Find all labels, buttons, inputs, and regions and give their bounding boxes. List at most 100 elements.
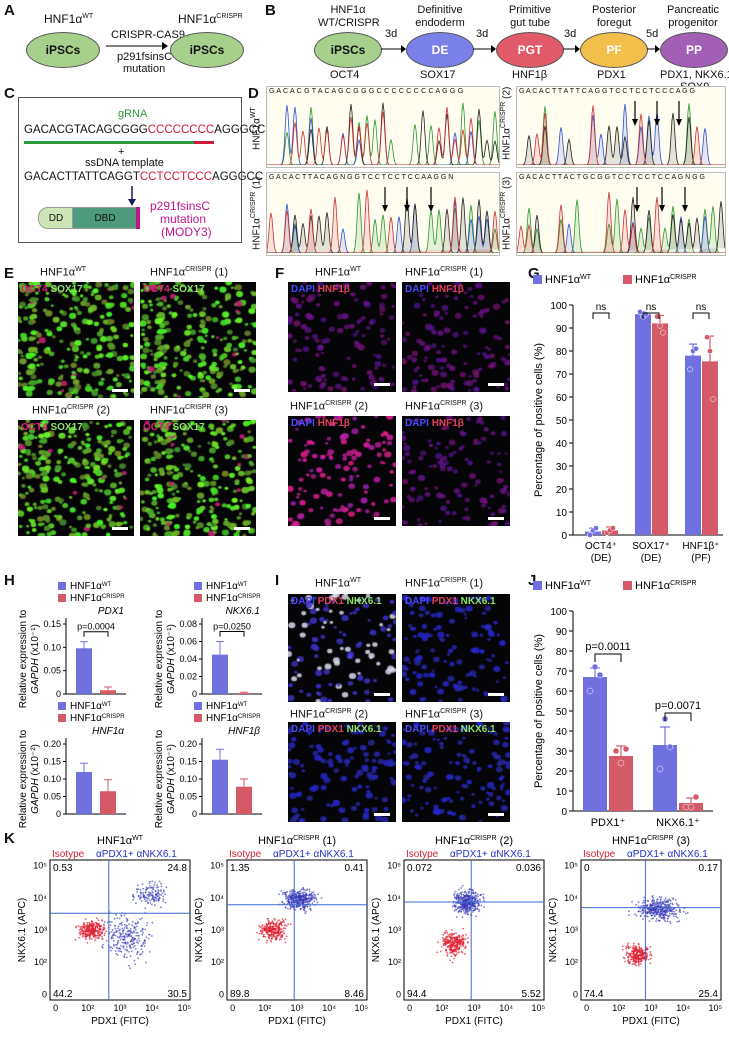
- flow-event-red: [628, 962, 631, 965]
- y-tick-label: 100: [550, 607, 567, 618]
- flow-event-blue: [110, 937, 113, 940]
- flow-event-blue: [291, 889, 293, 891]
- flow-event-red: [453, 932, 456, 935]
- flow-event-blue: [684, 912, 687, 915]
- flow-event-blue: [137, 935, 139, 937]
- b-arrow-0: [381, 45, 406, 53]
- flow-event-red: [454, 940, 456, 943]
- flow-event-red: [89, 929, 92, 931]
- y-tick-label: 0: [396, 989, 401, 999]
- flow-event-red: [454, 949, 457, 951]
- flow-event-blue: [296, 902, 299, 905]
- flow-event-blue: [643, 896, 646, 899]
- y-tick-label: 0: [192, 689, 197, 699]
- flow-event-blue: [143, 945, 146, 948]
- flow-event-blue: [289, 892, 292, 895]
- flow-event-blue: [151, 880, 154, 883]
- flow-plot-frame: [226, 859, 368, 1001]
- flow-event-red: [635, 964, 637, 967]
- y-axis-label: Percentage of positive cells (%): [533, 634, 545, 788]
- flow-event-blue: [156, 884, 159, 887]
- legend-swatch-wt: [533, 581, 542, 590]
- flow-event-blue: [160, 906, 162, 909]
- bar-wt: [685, 355, 701, 535]
- y-tick-label: 0: [561, 807, 567, 818]
- y-tick-label: 0.04: [179, 654, 197, 664]
- flow-event-red: [450, 937, 453, 940]
- flow-event-blue: [661, 912, 664, 915]
- flow-event-blue: [124, 937, 126, 939]
- flow-event-blue: [476, 893, 479, 896]
- c-grna-label: gRNA: [118, 108, 148, 120]
- flow-event-blue: [134, 963, 137, 966]
- x-tick-label: 10⁵: [532, 1003, 546, 1013]
- flow-event-blue: [663, 901, 666, 903]
- mutation-arrowhead-icon: [404, 205, 410, 212]
- flow-event-red: [272, 934, 274, 937]
- flow-event-blue: [305, 900, 308, 903]
- flow-event-red: [94, 939, 96, 942]
- flow-event-blue: [477, 895, 479, 897]
- flow-event-blue: [129, 944, 131, 946]
- y-axis-label: NKX6.1 (APC): [371, 898, 382, 962]
- flow-event-red: [631, 963, 634, 966]
- flow-event-blue: [128, 964, 130, 967]
- flow-event-blue: [669, 910, 672, 913]
- flow-event-blue: [314, 896, 316, 898]
- flow-event-blue: [655, 913, 658, 916]
- quadrant-tl: 0: [584, 863, 590, 874]
- y-tick-label: 10: [556, 508, 568, 519]
- y-tick-label: 50: [556, 707, 568, 718]
- flow-event-red: [269, 924, 272, 927]
- flow-event-blue: [134, 948, 137, 950]
- flow-event-red: [86, 924, 89, 926]
- x-axis-label: PDX1 (FITC): [622, 1016, 680, 1027]
- flow-event-blue: [140, 900, 143, 902]
- flow-event-blue: [663, 919, 666, 921]
- flow-event-blue: [467, 913, 469, 916]
- flow-event-red: [101, 919, 103, 922]
- y-tick-label: 0.20: [179, 739, 197, 749]
- flow-event-blue: [310, 893, 313, 896]
- flow-event-blue: [117, 939, 120, 942]
- flow-event-blue: [464, 890, 467, 893]
- flow-event-red: [264, 925, 267, 927]
- flow-event-blue: [119, 928, 121, 931]
- flow-event-red: [280, 928, 283, 931]
- flow-event-blue: [656, 902, 658, 904]
- flow-event-red: [92, 929, 94, 932]
- d-trace-crispr2: G A C A C T T A T T C A G G T C C T C C …: [516, 86, 726, 168]
- flow-event-red: [74, 938, 77, 941]
- flow-event-blue: [659, 913, 662, 915]
- flow-event-blue: [290, 891, 293, 893]
- micrograph-canvas: [288, 722, 396, 822]
- flow-event-red: [638, 957, 641, 960]
- flow-event-red: [79, 932, 81, 934]
- flow-event-blue: [144, 942, 147, 944]
- flow-event-blue: [662, 909, 664, 912]
- flow-event-blue: [123, 927, 126, 929]
- flow-event-red: [270, 929, 273, 932]
- flow-event-red: [94, 937, 97, 939]
- flow-event-blue: [658, 896, 661, 898]
- flow-event-blue: [139, 953, 142, 956]
- y-axis-label: Percentage of positive cells (%): [533, 343, 545, 497]
- chromatogram-trace: [267, 102, 499, 165]
- flow-event-red: [632, 946, 634, 949]
- legend-label-wt: HNF1αWT: [206, 701, 248, 712]
- flow-event-blue: [669, 922, 672, 925]
- flow-event-blue: [130, 940, 133, 943]
- quadrant-tl: 0.072: [407, 863, 432, 874]
- c-mutation-mark: [136, 207, 140, 229]
- flow-event-blue: [649, 912, 652, 915]
- flow-event-red: [436, 951, 438, 954]
- flow-event-blue: [462, 906, 465, 909]
- b-stage-ipsc: iPSCs: [314, 32, 382, 68]
- y-axis-label-gapdh: GAPDH (x10⁻¹): [166, 624, 177, 694]
- flow-event-blue: [101, 935, 103, 938]
- flow-event-blue: [655, 920, 657, 923]
- flow-event-blue: [314, 897, 316, 900]
- y-tick-label: 0: [573, 989, 578, 999]
- flow-event-blue: [139, 888, 142, 891]
- flow-event-blue: [126, 920, 128, 923]
